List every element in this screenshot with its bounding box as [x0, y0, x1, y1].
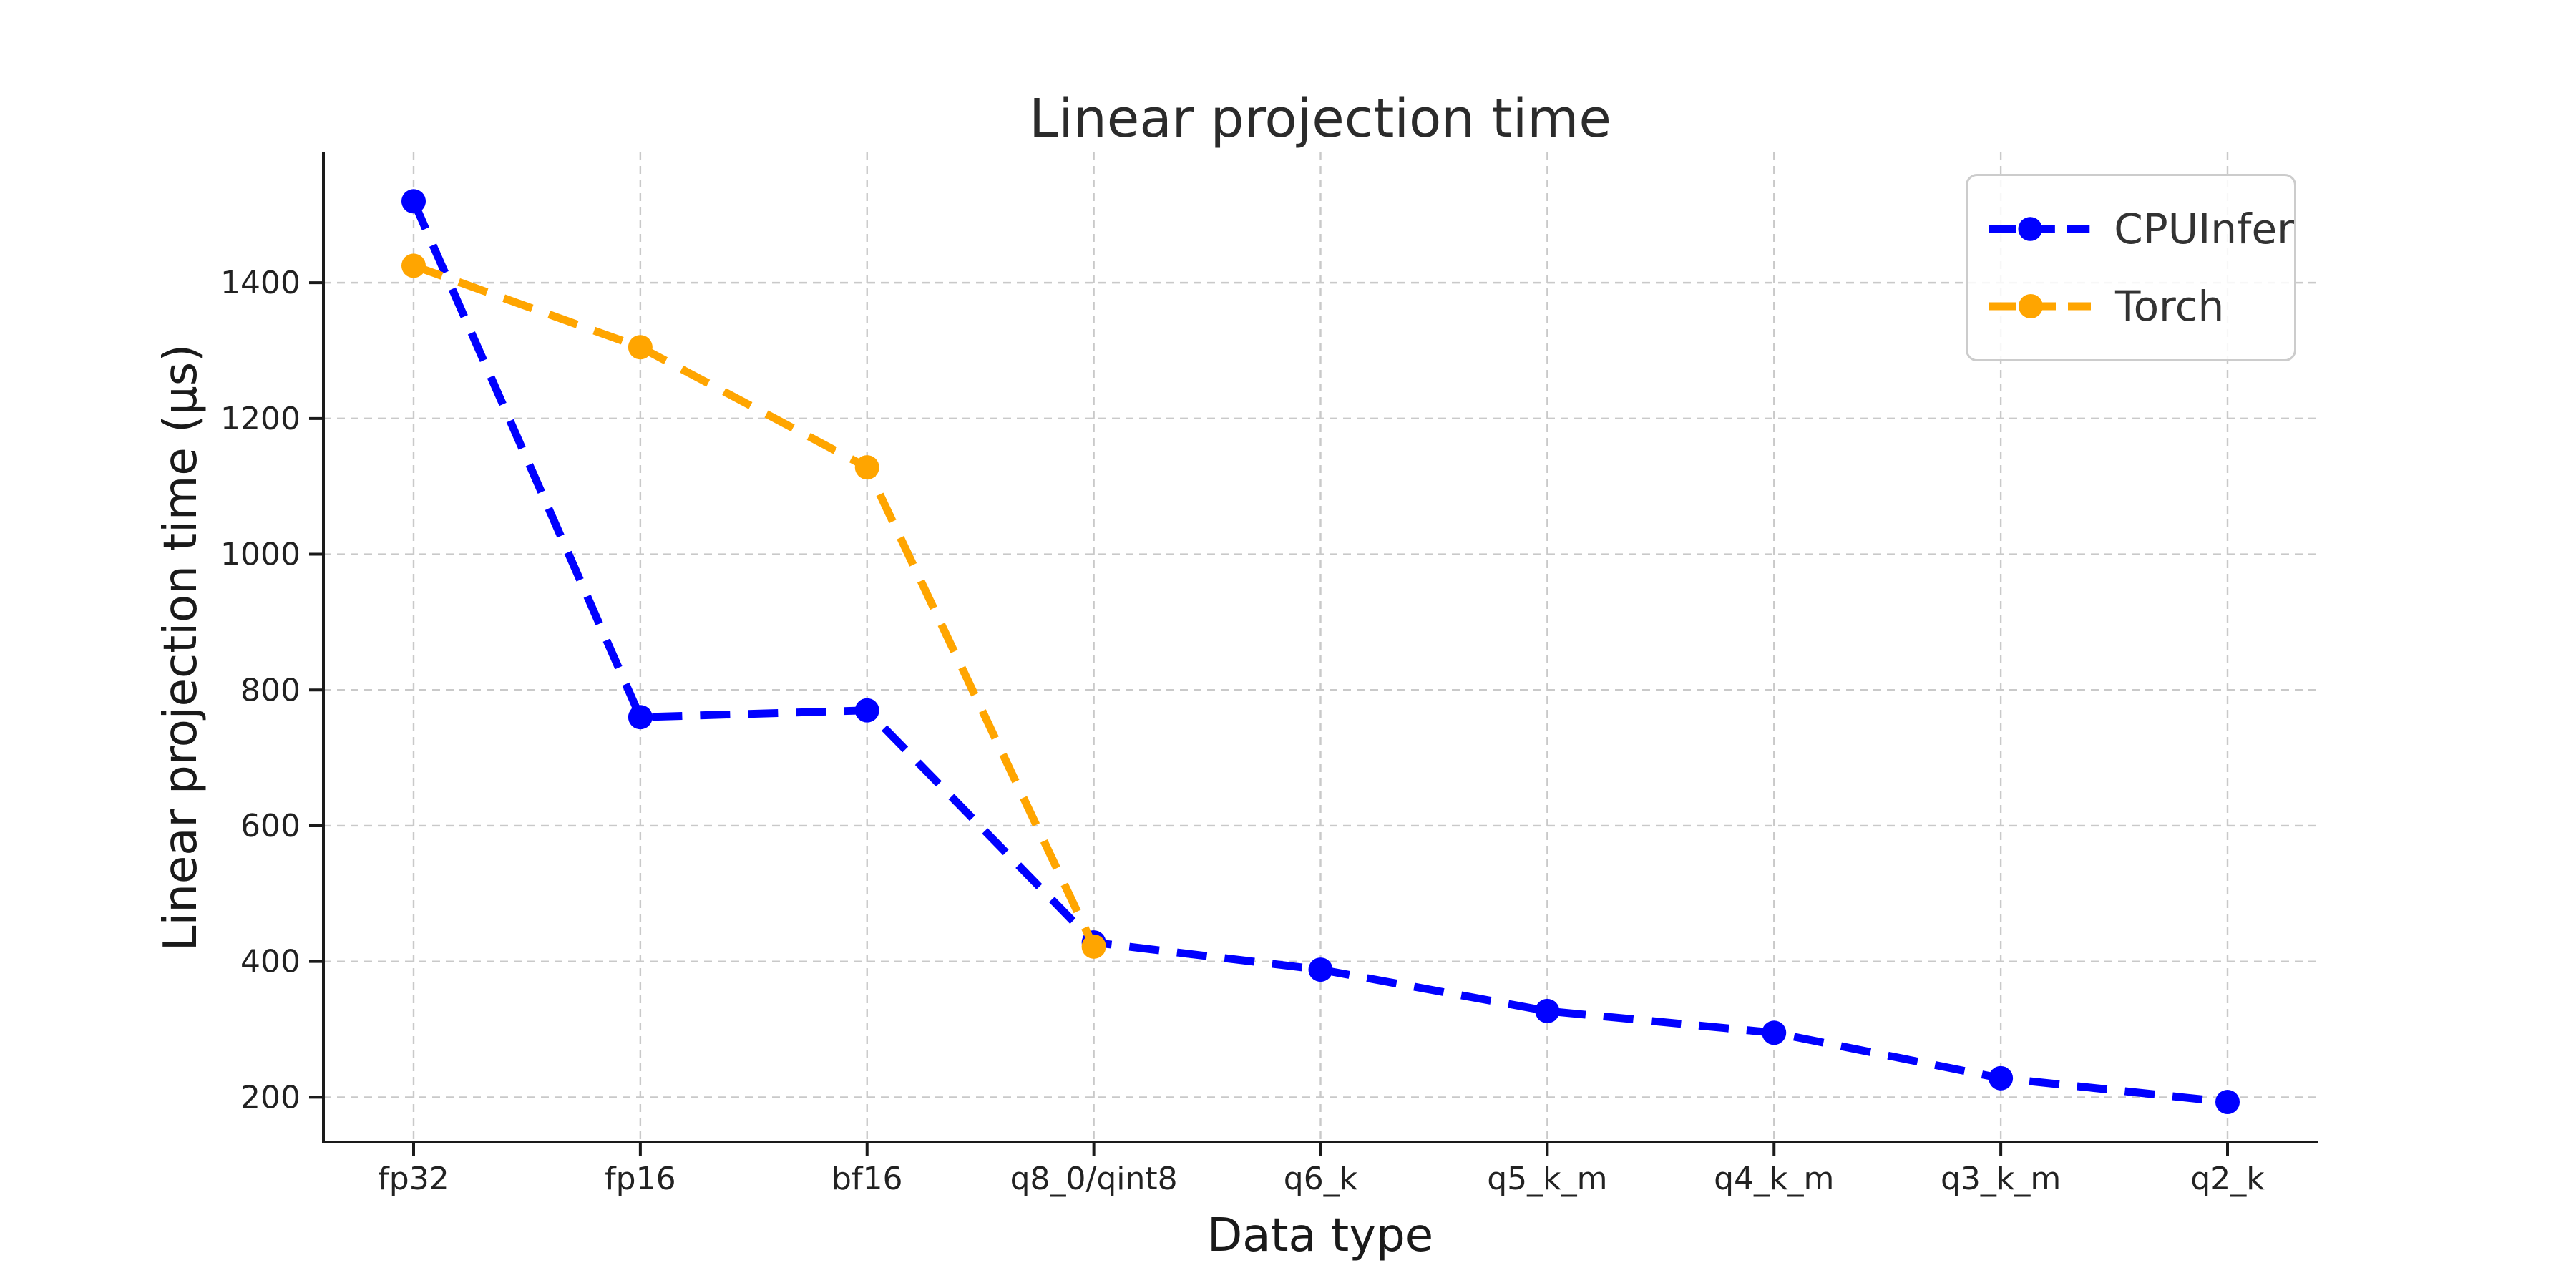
y-axis-label: Linear projection time (µs) [155, 343, 208, 952]
marker-cpuinfer [1762, 1020, 1787, 1045]
x-tick-label: fp16 [605, 1161, 675, 1197]
marker-cpuinfer [1535, 998, 1560, 1023]
marker-cpuinfer [628, 705, 653, 730]
legend-box: CPUInfer Torch [1966, 174, 2296, 361]
legend-item-cpuinfer: CPUInfer [1986, 205, 2294, 253]
y-tick-label: 1000 [220, 537, 301, 573]
marker-torch [854, 455, 879, 480]
legend-item-torch: Torch [1986, 282, 2294, 331]
y-tick-label: 1200 [220, 401, 301, 437]
y-tick-label: 200 [240, 1079, 301, 1116]
chart-title: Linear projection time [1029, 88, 1611, 150]
marker-cpuinfer [854, 698, 879, 723]
y-tick-label: 1400 [220, 265, 301, 301]
x-axis-label: Data type [1206, 1209, 1434, 1262]
legend-line-sample-cpuinfer [1989, 217, 2090, 241]
x-tick-label: bf16 [831, 1161, 902, 1197]
marker-cpuinfer [1989, 1065, 2014, 1091]
legend-label-torch: Torch [2115, 282, 2225, 331]
series-line-torch [412, 262, 1098, 949]
marker-torch [401, 253, 426, 278]
x-tick-label: q3_k_m [1941, 1161, 2061, 1197]
marker-cpuinfer [401, 189, 426, 214]
marker-torch [628, 335, 653, 360]
marker-cpuinfer [2215, 1090, 2240, 1115]
y-tick-label: 600 [240, 808, 301, 844]
x-tick-label: q8_0/qint8 [1010, 1161, 1178, 1197]
x-tick-label: q2_k [2190, 1161, 2265, 1197]
x-tick-label: q4_k_m [1714, 1161, 1834, 1197]
x-tick-label: q6_k [1284, 1161, 1358, 1197]
x-tick-label: fp32 [378, 1161, 449, 1197]
marker-torch [1081, 934, 1106, 959]
y-tick-label: 800 [240, 672, 301, 708]
marker-cpuinfer [1308, 957, 1333, 982]
x-tick-label: q5_k_m [1487, 1161, 1607, 1197]
y-tick-label: 400 [240, 944, 301, 980]
legend-label-cpuinfer: CPUInfer [2114, 205, 2294, 253]
legend-line-sample-torch [1989, 294, 2091, 318]
